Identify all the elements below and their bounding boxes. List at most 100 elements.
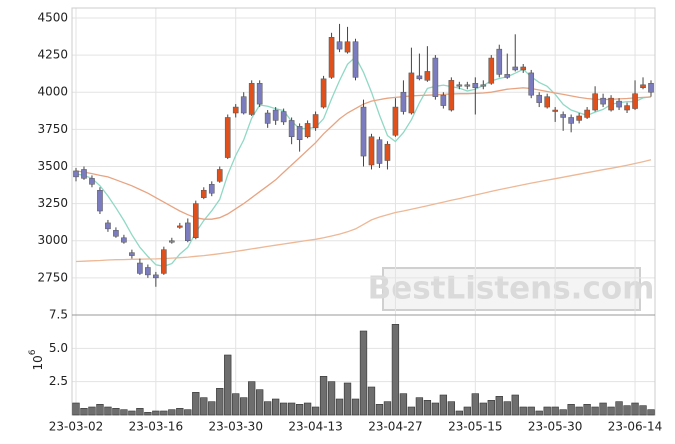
volume-bar bbox=[639, 405, 647, 416]
volume-bar bbox=[287, 402, 296, 416]
label-exponent: 6 bbox=[28, 349, 38, 355]
candle-body bbox=[416, 75, 423, 80]
volume-bar bbox=[224, 354, 232, 416]
volume-bar bbox=[192, 392, 200, 416]
volume-bar bbox=[527, 406, 535, 416]
volume-bar bbox=[104, 406, 112, 416]
volume-bar bbox=[72, 402, 80, 416]
label-base: 10 bbox=[31, 355, 45, 370]
moving-average-line bbox=[75, 159, 652, 263]
candle-body bbox=[600, 97, 606, 105]
candle-body bbox=[432, 57, 439, 97]
y-tick-label: 3500 bbox=[37, 159, 68, 173]
x-tick-label: 23-05-30 bbox=[528, 420, 582, 434]
y-tick-label: 3750 bbox=[37, 122, 68, 136]
volume-bar bbox=[303, 402, 312, 416]
y-tick-label: 4000 bbox=[37, 85, 68, 99]
candle-body bbox=[456, 84, 463, 87]
candle-body bbox=[344, 41, 351, 53]
watermark: BestListens.com bbox=[368, 267, 655, 311]
candle-body bbox=[376, 139, 383, 164]
volume-bar bbox=[487, 400, 495, 416]
candle-body bbox=[648, 83, 654, 93]
candle-body bbox=[320, 78, 327, 108]
candle-body bbox=[73, 170, 79, 178]
candle-body bbox=[288, 120, 295, 138]
volume-bar bbox=[200, 397, 208, 416]
x-tick-label: 23-05-15 bbox=[448, 420, 502, 434]
candle-body bbox=[328, 37, 335, 78]
y-tick-label: 3000 bbox=[37, 233, 68, 247]
candle-body bbox=[440, 94, 447, 106]
x-tick-label: 23-03-30 bbox=[208, 420, 262, 434]
candle-body bbox=[256, 83, 263, 105]
volume-bar bbox=[479, 402, 487, 416]
volume-bar bbox=[519, 406, 527, 416]
volume-bar bbox=[455, 410, 463, 416]
candle-body bbox=[312, 114, 319, 129]
watermark-box bbox=[382, 267, 641, 311]
candle-body bbox=[496, 48, 503, 75]
candle-body bbox=[232, 106, 239, 114]
volume-bar bbox=[559, 409, 567, 416]
candle-body bbox=[368, 136, 375, 166]
candle-body bbox=[392, 106, 399, 136]
candle-body bbox=[105, 222, 111, 230]
candle-body bbox=[184, 222, 191, 241]
volume-bar bbox=[447, 401, 456, 416]
volume-bar bbox=[160, 410, 168, 416]
volume-bar bbox=[279, 402, 288, 416]
volume-bar bbox=[423, 400, 432, 416]
moving-average-line bbox=[75, 55, 652, 267]
x-tick-label: 23-03-16 bbox=[129, 420, 183, 434]
candle-body bbox=[97, 189, 103, 212]
candle-body bbox=[528, 72, 535, 96]
candle-body bbox=[480, 84, 487, 87]
volume-bar bbox=[543, 406, 551, 416]
volume-bar bbox=[471, 393, 479, 416]
volume-bar bbox=[208, 401, 216, 416]
watermark-text: BestListens.com bbox=[368, 271, 655, 307]
candle-body bbox=[488, 57, 495, 84]
candle-body bbox=[592, 93, 598, 111]
candle-body bbox=[448, 80, 455, 111]
volume-bar bbox=[295, 404, 304, 416]
candle-body bbox=[608, 97, 614, 111]
candle-body bbox=[145, 267, 151, 276]
volume-bar bbox=[607, 406, 615, 416]
y-tick-label: 5.0 bbox=[49, 341, 68, 355]
candle-body bbox=[472, 83, 479, 89]
volume-bar bbox=[351, 398, 360, 416]
candle-body bbox=[536, 94, 543, 103]
candle-body bbox=[424, 71, 431, 81]
volume-bar bbox=[623, 405, 631, 416]
volume-bar bbox=[232, 393, 240, 416]
x-tick-label: 23-06-14 bbox=[608, 420, 662, 434]
volume-bar bbox=[256, 389, 264, 416]
candle-body bbox=[464, 84, 471, 87]
candle-body bbox=[113, 230, 119, 237]
y-tick-label: 3250 bbox=[37, 196, 68, 210]
candle-body bbox=[81, 169, 87, 179]
volume-bar bbox=[511, 394, 519, 416]
candle-body bbox=[272, 109, 279, 121]
candle-body bbox=[161, 249, 167, 274]
volume-bar bbox=[128, 410, 136, 416]
candle-body bbox=[408, 72, 415, 114]
volume-bar bbox=[591, 406, 599, 416]
candle-body bbox=[576, 115, 582, 121]
candle-body bbox=[360, 106, 367, 157]
volume-bar bbox=[495, 396, 503, 416]
volume-bar bbox=[184, 409, 192, 416]
candle-body bbox=[296, 126, 303, 140]
candle-body bbox=[568, 117, 574, 124]
y-tick-label: 4500 bbox=[37, 10, 68, 24]
y-tick-label: 2.5 bbox=[49, 374, 68, 388]
volume-bar bbox=[391, 324, 400, 416]
candle-body bbox=[208, 184, 215, 194]
candle-body bbox=[177, 225, 183, 228]
volume-bar bbox=[120, 409, 128, 416]
volume-bar bbox=[575, 406, 583, 416]
volume-bar bbox=[415, 397, 424, 416]
